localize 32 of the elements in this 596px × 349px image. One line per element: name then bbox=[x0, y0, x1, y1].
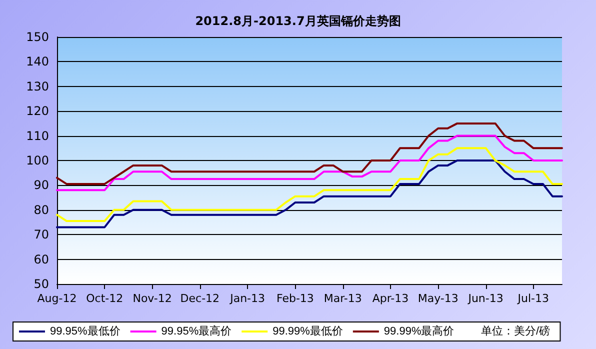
legend-label: 99.99%最低价 bbox=[272, 326, 343, 338]
line-series bbox=[56, 122, 563, 185]
x-tick-label: Aug-12 bbox=[37, 292, 77, 305]
x-tick-label: Jan-13 bbox=[229, 292, 266, 305]
y-tick-label: 110 bbox=[26, 128, 49, 143]
y-tick-label: 70 bbox=[34, 228, 49, 242]
y-tick-label: 100 bbox=[26, 154, 49, 168]
y-tick-label: 50 bbox=[34, 277, 49, 291]
y-tick-label: 80 bbox=[34, 202, 49, 217]
legend-label: 99.95%最高价 bbox=[161, 324, 232, 338]
line-series bbox=[56, 147, 563, 222]
y-tick-label: 140 bbox=[26, 54, 49, 69]
legend-label: 99.99%最高价 bbox=[384, 324, 454, 338]
x-tick-label: Feb-13 bbox=[276, 292, 314, 305]
x-tick-label: May-13 bbox=[418, 292, 458, 305]
line-series bbox=[56, 134, 563, 192]
y-tick-label: 90 bbox=[34, 178, 49, 192]
line-series bbox=[56, 160, 563, 228]
x-tick-label: Oct-12 bbox=[86, 292, 124, 305]
chart-title: 2012.8月-2013.7月英国镉价走势图 bbox=[195, 14, 401, 28]
x-tick-label: Mar-13 bbox=[324, 292, 362, 305]
y-tick-label: 150 bbox=[26, 30, 49, 44]
x-tick-label: Jun-13 bbox=[467, 292, 504, 305]
x-tick-label: Dec-12 bbox=[180, 292, 220, 305]
text: 单位：美分/磅 bbox=[480, 324, 550, 338]
x-tick-label: Apr-13 bbox=[372, 292, 409, 305]
y-tick-label: 60 bbox=[34, 252, 49, 266]
x-tick-label: Jul-13 bbox=[516, 292, 550, 305]
y-tick-label: 120 bbox=[26, 104, 49, 118]
legend-label: 99.95%最低价 bbox=[50, 326, 120, 338]
x-tick-label: Nov-12 bbox=[132, 292, 172, 305]
y-tick-label: 130 bbox=[26, 79, 49, 94]
